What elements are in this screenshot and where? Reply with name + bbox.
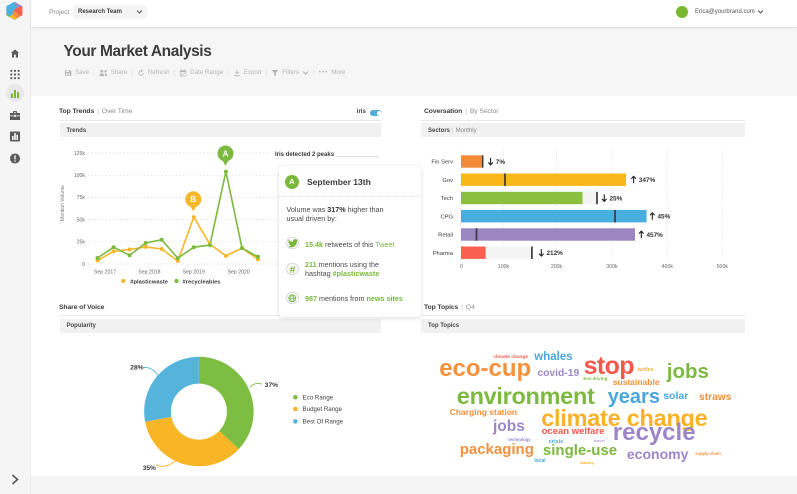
svg-text:Best Of Range: Best Of Range <box>303 419 344 426</box>
svg-text:400k: 400k <box>662 264 674 270</box>
svg-text:0: 0 <box>460 264 463 270</box>
svg-text:25k: 25k <box>77 240 86 246</box>
svg-text:50k: 50k <box>77 217 86 223</box>
svg-text:Sep 2020: Sep 2020 <box>228 270 250 276</box>
svg-text:Pharma: Pharma <box>433 251 454 257</box>
svg-text:200k: 200k <box>551 264 563 270</box>
svg-text:#recycleables: #recycleables <box>183 279 221 285</box>
svg-text:28%: 28% <box>130 364 143 371</box>
svg-text:300k: 300k <box>606 264 618 270</box>
svg-text:Sep 2018: Sep 2018 <box>138 270 160 276</box>
svg-text:A: A <box>223 149 229 158</box>
svg-text:Sep 2017: Sep 2017 <box>94 270 116 276</box>
svg-text:457%: 457% <box>647 232 664 239</box>
svg-text:45%: 45% <box>658 214 671 221</box>
svg-text:Eco Range: Eco Range <box>303 394 334 401</box>
svg-text:212%: 212% <box>547 250 564 257</box>
svg-text:35%: 35% <box>143 465 156 472</box>
svg-text:37%: 37% <box>265 382 278 389</box>
svg-text:Retail: Retail <box>438 233 453 239</box>
svg-text:#plasticwaste: #plasticwaste <box>130 279 168 285</box>
svg-text:25%: 25% <box>610 195 623 202</box>
svg-text:347%: 347% <box>639 177 656 184</box>
svg-text:100k: 100k <box>498 264 510 270</box>
svg-text:7%: 7% <box>496 159 506 166</box>
svg-text:Mention Volume: Mention Volume <box>60 185 66 221</box>
svg-text:500k: 500k <box>717 264 729 270</box>
svg-text:100k: 100k <box>74 173 86 179</box>
svg-text:Fin Serv: Fin Serv <box>431 160 453 166</box>
svg-text:B: B <box>190 195 196 204</box>
svg-text:0: 0 <box>82 262 85 268</box>
svg-text:Gov: Gov <box>442 178 453 184</box>
svg-text:Sep 2019: Sep 2019 <box>183 270 205 276</box>
svg-text:Budget Range: Budget Range <box>303 406 343 413</box>
svg-text:CPG: CPG <box>440 214 453 220</box>
svg-text:125k: 125k <box>74 151 86 157</box>
svg-text:Tech: Tech <box>441 196 453 202</box>
svg-text:75k: 75k <box>77 195 86 201</box>
